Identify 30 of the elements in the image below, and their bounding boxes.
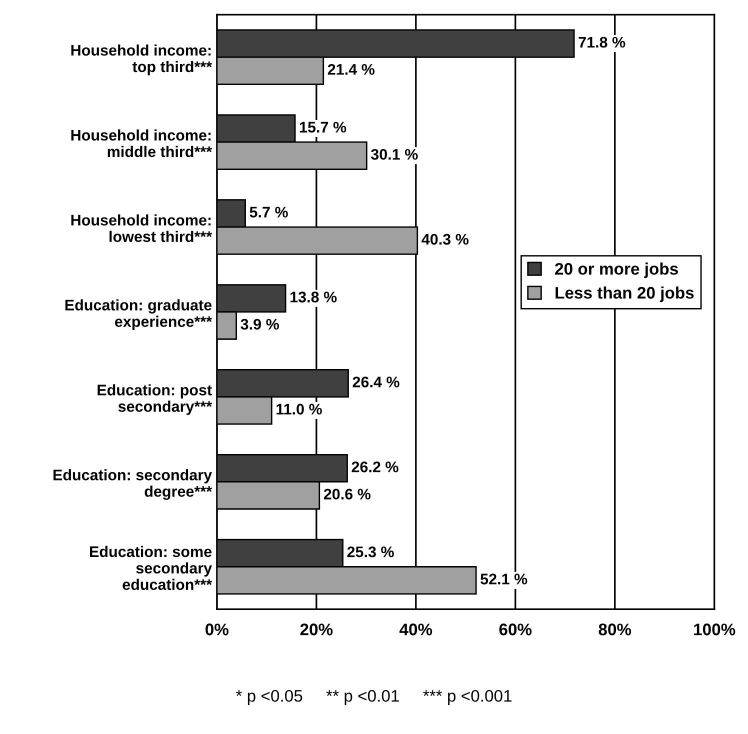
data-label: 26.2 %	[352, 462, 398, 472]
x-tick-label: 100%	[694, 624, 736, 636]
data-label: 3.9 %	[240, 318, 279, 330]
x-tick-label: 60%	[499, 624, 532, 636]
data-label: 71.8 %	[578, 36, 626, 48]
x-tick-label: 0%	[206, 624, 229, 636]
data-label: 26.4 %	[352, 376, 400, 388]
y-tick-label: Household income: top third***	[71, 44, 212, 76]
data-label: 40.3 %	[422, 234, 469, 245]
data-label: 15.7 %	[300, 122, 346, 133]
y-tick-label: Household income: middle third***	[71, 129, 212, 158]
data-label: 13.8 %	[290, 292, 337, 302]
data-label: 25.3 %	[347, 546, 394, 558]
text: * p <0.05 ** p <0.01 *** p <0.001	[236, 690, 512, 706]
data-label: 5.7 %	[250, 206, 288, 218]
y-tick-label: Education: graduate experience***	[65, 299, 212, 330]
data-label: 30.1 %	[370, 148, 418, 160]
y-tick-label: Household income: lowest third***	[71, 214, 212, 242]
legend-label: 20 or more jobs	[555, 262, 678, 278]
data-label: 20.6 %	[324, 488, 371, 500]
y-tick-label: Education: some secondary education***	[90, 546, 212, 590]
x-tick-label: 20%	[300, 624, 333, 636]
x-tick-label: 40%	[399, 624, 432, 636]
y-tick-label: Education: post secondary***	[98, 384, 212, 415]
y-tick-label: Education: secondary degree***	[53, 469, 212, 500]
legend-label: Less than 20 jobs	[556, 286, 694, 302]
data-label: 52.1 %	[480, 574, 528, 584]
data-label: 11.0 %	[276, 404, 322, 415]
data-label: 21.4 %	[328, 64, 375, 75]
x-tick-label: 80%	[598, 624, 632, 636]
